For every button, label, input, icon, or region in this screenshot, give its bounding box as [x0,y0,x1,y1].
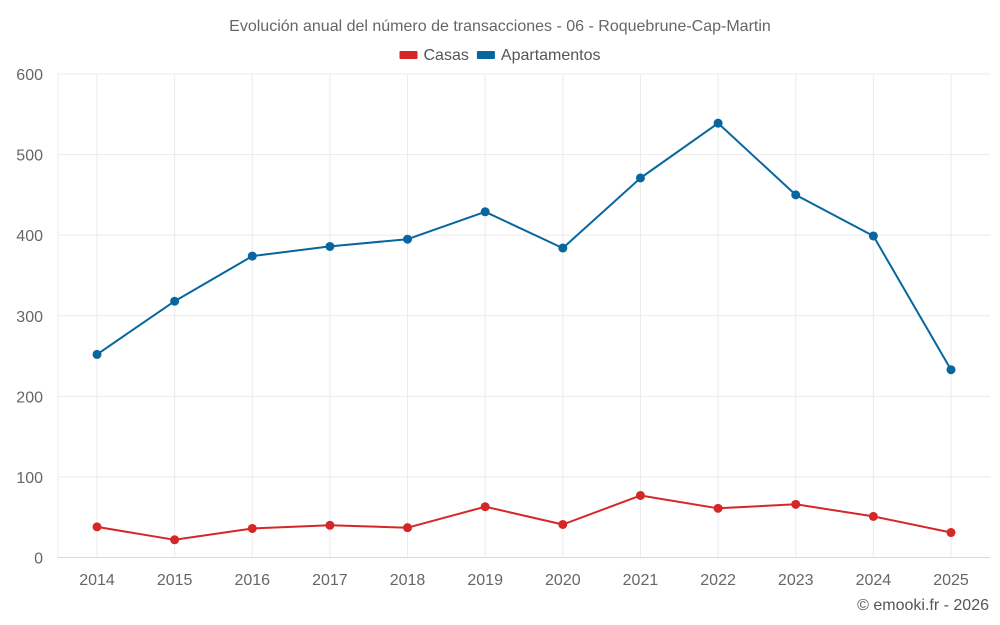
credit-text: © emooki.fr - 2026 [857,597,989,614]
data-point [480,207,490,217]
data-point [713,118,723,128]
data-point [247,251,257,261]
y-tick-label: 500 [16,148,43,165]
data-point [325,241,335,251]
data-point [635,173,645,183]
data-point [635,490,645,500]
x-tick-label: 2017 [312,572,348,589]
y-tick-label: 200 [16,389,43,406]
x-tick-label: 2025 [933,572,969,589]
series-line [96,494,952,541]
data-point [868,231,878,241]
axes: 0 100 200 300 400 500 600 2014 2015 2016 2017 2018 2… [16,67,990,589]
series-apartamentos [92,118,956,375]
data-point [325,520,335,530]
series-line [96,122,952,371]
data-point [791,190,801,200]
series [92,118,956,545]
data-point [946,365,956,375]
x-tick-label: 2018 [390,572,426,589]
data-point [403,234,413,244]
x-tick-label: 2024 [856,572,892,589]
data-point [713,503,723,513]
data-point [791,499,801,509]
x-tick-label: 2023 [778,572,814,589]
y-tick-label: 100 [16,470,43,487]
data-point [946,528,956,538]
x-tick-label: 2014 [79,572,115,589]
data-point [868,511,878,521]
legend-item-casas: Casas [399,47,469,64]
legend-swatch [399,51,418,59]
x-tick-label: 2021 [623,572,659,589]
legend-item-apartamentos: Apartamentos [476,47,601,64]
y-tick-label: 0 [34,551,43,568]
x-tick-label: 2022 [700,572,736,589]
legend-label: Casas [424,47,469,64]
x-tick-label: 2015 [157,572,193,589]
data-point [92,349,102,359]
series-casas [92,490,956,545]
y-tick-label: 300 [16,309,43,326]
data-point [247,523,257,533]
x-tick-label: 2016 [234,572,270,589]
legend-label: Apartamentos [501,47,601,64]
data-point [92,522,102,532]
data-point [170,296,180,306]
data-point [403,523,413,533]
data-point [480,502,490,512]
data-point [558,519,568,529]
data-point [170,535,180,545]
legend-swatch [476,51,495,59]
data-point [558,243,568,253]
legend: Casas Apartamentos [399,47,601,64]
x-tick-label: 2020 [545,572,581,589]
x-tick-label: 2019 [467,572,503,589]
y-tick-label: 600 [16,67,43,84]
chart-title: Evolución anual del número de transaccio… [229,18,771,35]
y-tick-label: 400 [16,228,43,245]
grid [57,73,990,558]
